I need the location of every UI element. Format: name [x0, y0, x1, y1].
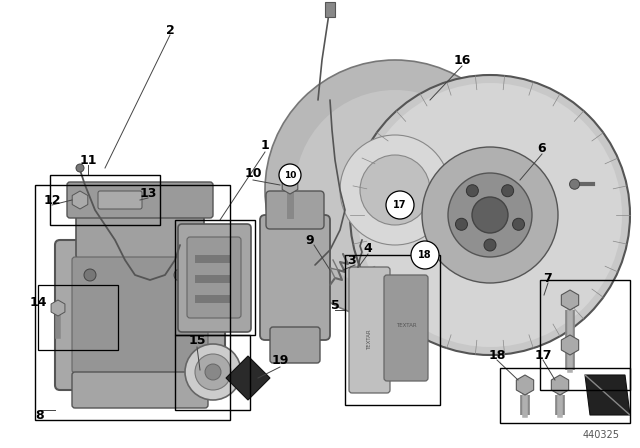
Circle shape	[340, 135, 450, 245]
Circle shape	[456, 218, 467, 230]
Text: 17: 17	[393, 200, 407, 210]
Bar	[50, 175, 160, 225]
Text: 14: 14	[29, 296, 47, 309]
Text: TEXTAR: TEXTAR	[367, 330, 372, 350]
Polygon shape	[585, 375, 630, 415]
Text: 5: 5	[331, 298, 339, 311]
Text: 15: 15	[188, 333, 205, 346]
Text: TEXTAR: TEXTAR	[396, 323, 416, 327]
Text: 13: 13	[140, 186, 157, 199]
Circle shape	[195, 354, 231, 390]
Circle shape	[570, 179, 580, 189]
Circle shape	[448, 173, 532, 257]
Bar	[500, 368, 630, 423]
Circle shape	[513, 218, 525, 230]
Text: 8: 8	[36, 409, 44, 422]
Circle shape	[76, 164, 84, 172]
Text: 11: 11	[79, 154, 97, 167]
Text: 19: 19	[271, 353, 289, 366]
Circle shape	[185, 344, 241, 400]
Text: 10: 10	[284, 171, 296, 180]
Text: 440325: 440325	[583, 430, 620, 440]
Circle shape	[360, 155, 430, 225]
Text: 10: 10	[244, 167, 262, 180]
Circle shape	[386, 191, 414, 219]
Bar	[195, 255, 230, 263]
Circle shape	[205, 364, 221, 380]
Text: 1: 1	[260, 138, 269, 151]
Circle shape	[279, 164, 301, 186]
FancyBboxPatch shape	[349, 267, 390, 393]
Text: 16: 16	[453, 53, 470, 66]
FancyBboxPatch shape	[55, 240, 225, 390]
Circle shape	[350, 75, 630, 355]
Text: 6: 6	[538, 142, 547, 155]
Circle shape	[472, 197, 508, 233]
FancyBboxPatch shape	[178, 224, 251, 332]
Text: 3: 3	[348, 254, 356, 267]
Circle shape	[502, 185, 514, 197]
Bar	[480, 80, 640, 360]
FancyBboxPatch shape	[384, 275, 428, 381]
Bar	[195, 295, 230, 303]
Circle shape	[84, 269, 96, 281]
FancyBboxPatch shape	[67, 182, 213, 218]
FancyBboxPatch shape	[260, 215, 330, 340]
Circle shape	[422, 147, 558, 283]
Bar	[345, 255, 440, 405]
Polygon shape	[226, 356, 270, 400]
Circle shape	[467, 185, 478, 197]
Bar	[195, 275, 230, 283]
Circle shape	[265, 60, 525, 320]
FancyBboxPatch shape	[266, 191, 324, 229]
Circle shape	[358, 83, 622, 347]
FancyBboxPatch shape	[187, 237, 241, 318]
FancyBboxPatch shape	[367, 292, 433, 338]
FancyBboxPatch shape	[72, 257, 208, 373]
Bar	[540, 280, 630, 390]
FancyBboxPatch shape	[72, 372, 208, 408]
Text: 18: 18	[488, 349, 506, 362]
Text: 2: 2	[166, 23, 174, 36]
Text: 17: 17	[534, 349, 552, 362]
Text: 12: 12	[44, 194, 61, 207]
Circle shape	[295, 90, 495, 290]
Bar	[325, 2, 335, 17]
Bar	[175, 220, 255, 335]
Circle shape	[411, 241, 439, 269]
Circle shape	[484, 239, 496, 251]
Bar	[35, 185, 230, 420]
Text: 18: 18	[418, 250, 432, 260]
FancyBboxPatch shape	[76, 201, 204, 259]
Bar	[38, 285, 118, 350]
FancyBboxPatch shape	[98, 191, 142, 209]
Text: 4: 4	[364, 241, 372, 254]
Text: 7: 7	[543, 271, 552, 284]
Circle shape	[174, 269, 186, 281]
FancyBboxPatch shape	[270, 327, 320, 363]
Bar	[175, 335, 250, 410]
Text: 9: 9	[306, 233, 314, 246]
